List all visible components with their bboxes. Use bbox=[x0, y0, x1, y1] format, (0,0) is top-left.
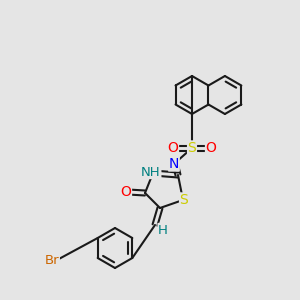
Text: S: S bbox=[180, 193, 188, 207]
Text: Br: Br bbox=[45, 254, 59, 266]
Text: NH: NH bbox=[141, 166, 161, 178]
Text: O: O bbox=[206, 141, 216, 155]
Text: O: O bbox=[168, 141, 178, 155]
Text: O: O bbox=[121, 185, 131, 199]
Text: S: S bbox=[188, 141, 196, 155]
Text: N: N bbox=[169, 157, 179, 171]
Text: H: H bbox=[158, 224, 168, 236]
